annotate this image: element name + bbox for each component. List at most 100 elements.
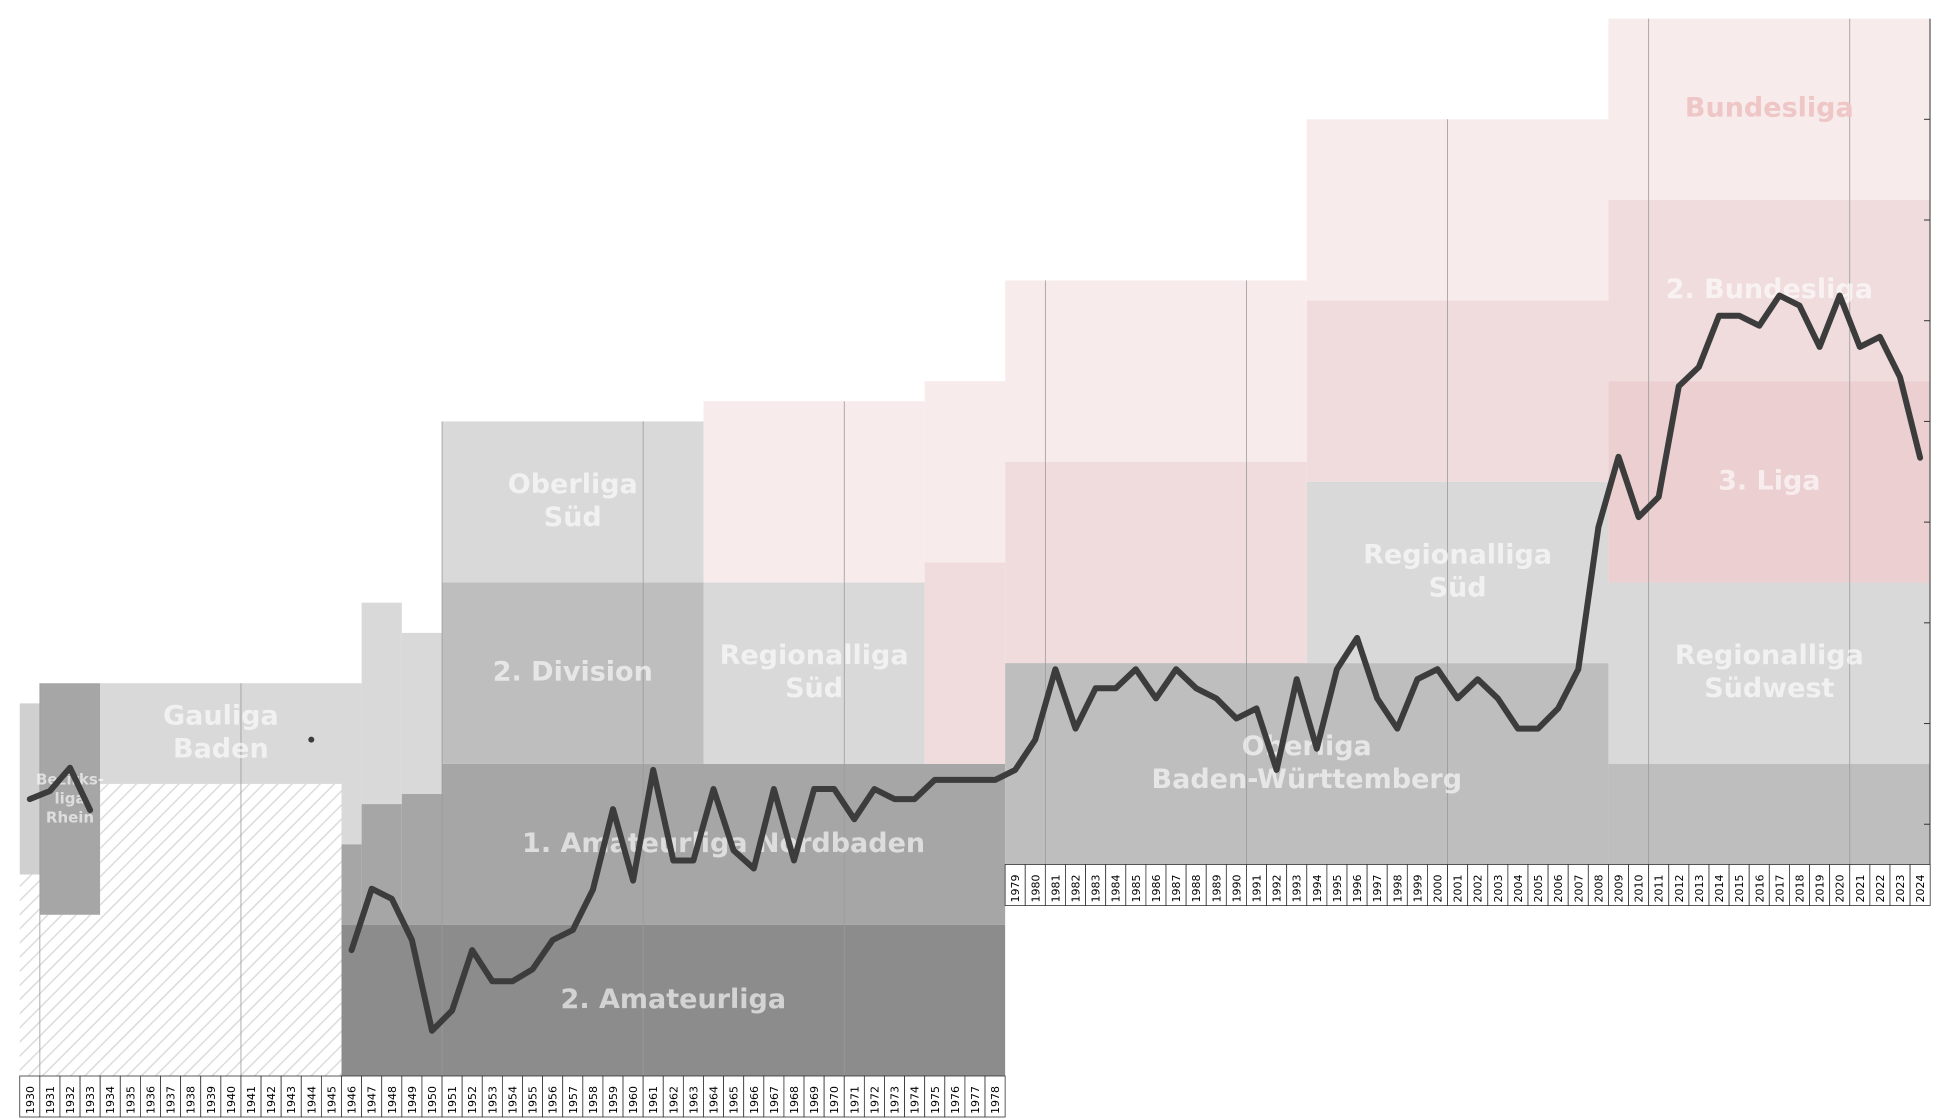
x-tick-label: 1946 bbox=[346, 1086, 359, 1114]
x-tick-label: 1982 bbox=[1070, 875, 1083, 903]
league-band bbox=[341, 924, 1006, 1076]
league-label-line: Rhein bbox=[46, 809, 94, 827]
x-tick-label: 1953 bbox=[486, 1086, 499, 1114]
league-band bbox=[924, 381, 1006, 563]
x-tick-label: 1931 bbox=[44, 1086, 57, 1114]
league-band bbox=[1608, 763, 1931, 865]
x-tick-label: 1992 bbox=[1271, 875, 1284, 903]
x-tick-label: 1963 bbox=[687, 1086, 700, 1114]
x-tick-label: 1967 bbox=[768, 1086, 781, 1114]
x-tick-label: 2002 bbox=[1472, 875, 1485, 903]
league-label: 2. Division bbox=[493, 657, 653, 688]
x-tick-label: 1952 bbox=[466, 1086, 479, 1114]
x-tick-label: 1934 bbox=[104, 1086, 117, 1114]
x-tick-label: 1937 bbox=[165, 1086, 178, 1114]
league-label-line: Baden-Württemberg bbox=[1152, 764, 1463, 795]
league-label: Oberliga Baden-Württemberg bbox=[1152, 731, 1463, 795]
league-label: Regionalliga Süd bbox=[720, 640, 909, 704]
x-tick-label: 1954 bbox=[506, 1086, 519, 1114]
x-tick-label: 1959 bbox=[607, 1086, 620, 1114]
league-band bbox=[1608, 582, 1931, 764]
league-label-line: liga bbox=[54, 790, 85, 808]
league-band bbox=[39, 914, 101, 1076]
x-tick-label: 1993 bbox=[1291, 875, 1304, 903]
x-tick-label: 1958 bbox=[587, 1086, 600, 1114]
x-tick-label: 1943 bbox=[285, 1086, 298, 1114]
x-tick-label: 1974 bbox=[909, 1086, 922, 1114]
x-tick-label: 1942 bbox=[265, 1086, 278, 1114]
x-tick-label: 1962 bbox=[667, 1086, 680, 1114]
league-band bbox=[703, 401, 925, 583]
x-tick-label: 1986 bbox=[1150, 875, 1163, 903]
x-tick-label: 1970 bbox=[828, 1086, 841, 1114]
x-tick-label: 1956 bbox=[547, 1086, 560, 1114]
league-label-line: Süd bbox=[1429, 572, 1487, 603]
x-tick-label: 2008 bbox=[1592, 875, 1605, 903]
x-tick-label: 1975 bbox=[929, 1086, 942, 1114]
x-tick-label: 1960 bbox=[627, 1086, 640, 1114]
league-band bbox=[341, 844, 362, 925]
league-band bbox=[1608, 199, 1931, 382]
league-label-line: Regionalliga bbox=[720, 640, 909, 671]
x-tick-label: 1990 bbox=[1230, 875, 1243, 903]
x-tick-label: 1994 bbox=[1311, 875, 1324, 903]
year-box bbox=[1909, 864, 1931, 906]
league-band bbox=[361, 602, 402, 805]
league-label: Oberliga Süd bbox=[508, 469, 638, 533]
x-tick-label: 1951 bbox=[446, 1086, 459, 1114]
x-tick-label: 2024 bbox=[1914, 875, 1927, 903]
x-tick-label: 1985 bbox=[1130, 875, 1143, 903]
x-tick-label: 1999 bbox=[1411, 875, 1424, 903]
x-tick-label: 1987 bbox=[1170, 875, 1183, 903]
league-label-line: 3. Liga bbox=[1718, 465, 1820, 496]
league-label-line: Baden bbox=[173, 734, 269, 765]
x-tick-label: 1955 bbox=[527, 1086, 540, 1114]
x-tick-label: 2011 bbox=[1653, 875, 1666, 903]
league-label-line: 2. Amateurliga bbox=[561, 984, 787, 1015]
league-label: 1. Amateurliga Nordbaden bbox=[522, 828, 925, 859]
x-tick-label: 1973 bbox=[889, 1086, 902, 1114]
x-tick-label: 2012 bbox=[1673, 875, 1686, 903]
league-band bbox=[1306, 481, 1609, 664]
league-label: Regionalliga Süd bbox=[1363, 539, 1552, 603]
league-label-line: Oberliga bbox=[508, 469, 638, 500]
x-tick-label: 1984 bbox=[1110, 875, 1123, 903]
x-tick-label: 2016 bbox=[1753, 875, 1766, 903]
league-label: Bundesliga bbox=[1685, 93, 1854, 124]
x-tick-label: 1997 bbox=[1371, 875, 1384, 903]
x-tick-label: 1971 bbox=[848, 1086, 861, 1114]
league-label-line: Regionalliga bbox=[1675, 640, 1864, 671]
x-tick-label: 1988 bbox=[1190, 875, 1203, 903]
league-band bbox=[39, 683, 101, 915]
league-band bbox=[703, 582, 925, 764]
x-tick-label: 2001 bbox=[1452, 875, 1465, 903]
league-label-line: Südwest bbox=[1704, 673, 1834, 704]
x-tick-label: 2022 bbox=[1874, 875, 1887, 903]
league-band bbox=[1005, 663, 1609, 865]
x-tick-label: 1964 bbox=[708, 1086, 721, 1114]
x-tick-label: 2018 bbox=[1793, 875, 1806, 903]
x-tick-label: 1941 bbox=[245, 1086, 258, 1114]
league-band bbox=[442, 421, 704, 583]
x-tick-label: 1944 bbox=[305, 1086, 318, 1114]
x-tick-label: 1978 bbox=[989, 1086, 1002, 1114]
x-tick-label: 1995 bbox=[1331, 875, 1344, 903]
x-tick-label: 1933 bbox=[84, 1086, 97, 1114]
x-tick-label: 1972 bbox=[868, 1086, 881, 1114]
league-band bbox=[1005, 461, 1307, 664]
x-tick-label: 1957 bbox=[567, 1086, 580, 1114]
league-label-line: Bundesliga bbox=[1685, 93, 1854, 124]
league-label-line: 2. Division bbox=[493, 657, 653, 688]
x-tick-label: 1945 bbox=[325, 1086, 338, 1114]
x-tick-label: 2020 bbox=[1834, 875, 1847, 903]
league-band bbox=[341, 683, 362, 845]
x-tick-label: 1939 bbox=[205, 1086, 218, 1114]
x-tick-label: 1965 bbox=[728, 1086, 741, 1114]
x-tick-label: 1980 bbox=[1029, 875, 1042, 903]
x-tick-label: 2019 bbox=[1814, 875, 1827, 903]
x-tick-label: 1949 bbox=[406, 1086, 419, 1114]
league-band bbox=[19, 703, 40, 875]
league-label: 2. Amateurliga bbox=[561, 984, 787, 1015]
x-tick-label: 1930 bbox=[24, 1086, 37, 1114]
x-tick-label: 1996 bbox=[1351, 875, 1364, 903]
